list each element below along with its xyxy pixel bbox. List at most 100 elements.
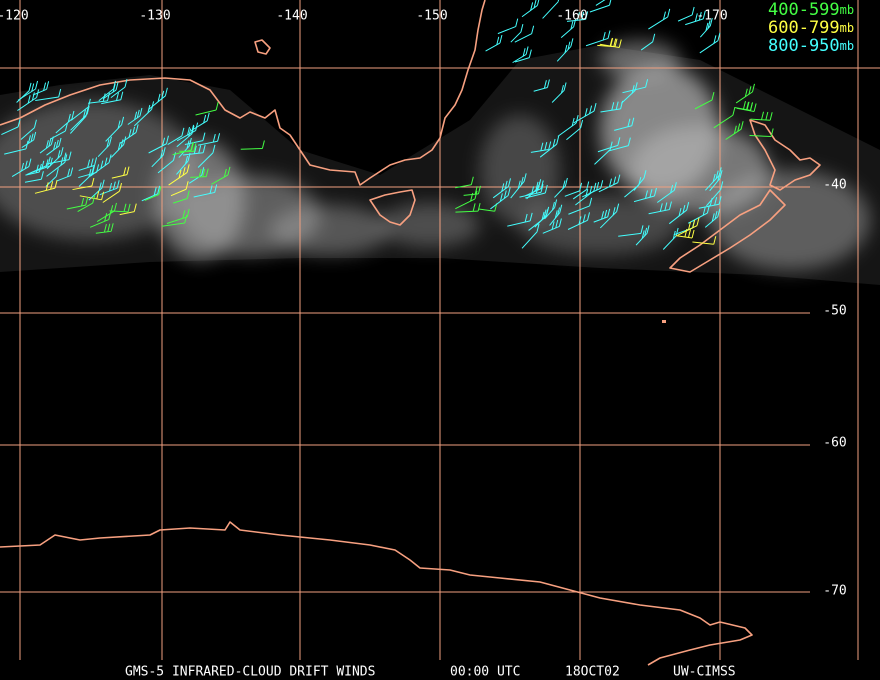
barb-feather [644, 190, 648, 199]
barb-feather [474, 190, 478, 200]
barb-shaft [566, 18, 586, 22]
barb-feather [634, 82, 638, 91]
barb-shaft [618, 232, 642, 237]
barb-shaft [141, 193, 158, 202]
barb-shaft [525, 188, 542, 197]
barb-feather [191, 124, 195, 133]
barb-feather [92, 194, 96, 204]
barb-shaft [706, 189, 722, 207]
barb-shaft [512, 54, 527, 64]
barb-feather [87, 159, 91, 168]
barb-shaft [677, 14, 693, 22]
barb-feather [21, 162, 25, 172]
barb-shaft [568, 205, 590, 215]
barb-feather [58, 88, 62, 98]
barb-feather [668, 201, 672, 210]
wind-barb [704, 208, 721, 228]
barb-feather [560, 84, 564, 94]
barb-feather [570, 38, 574, 47]
barb-shaft [70, 106, 89, 121]
wind-barb [597, 137, 621, 153]
antarctica-coast [0, 521, 753, 666]
barb-feather [508, 178, 511, 187]
wind-barb [668, 201, 690, 225]
barb-feather [570, 21, 574, 30]
wind-barb [510, 173, 527, 199]
legend-unit: mb [840, 21, 854, 35]
barb-feather [707, 20, 711, 29]
barb-feather [714, 196, 718, 206]
barb-feather [108, 154, 112, 163]
barb-feather [535, 185, 539, 194]
barb-shaft [172, 149, 192, 156]
barb-feather [564, 44, 568, 54]
barb-shaft [735, 91, 753, 104]
barb-feather [124, 79, 128, 88]
barb-feather [28, 158, 32, 167]
barb-feather [153, 187, 157, 196]
barb-shaft [573, 110, 595, 124]
wind-barb [685, 10, 706, 26]
barb-shaft [656, 189, 675, 203]
barb-feather [31, 83, 35, 92]
barb-feather [188, 137, 192, 147]
wind-barb [692, 236, 717, 245]
barb-shaft [622, 86, 646, 94]
wind-barb [101, 91, 124, 105]
barb-feather [556, 136, 560, 145]
legend-label: 400-599 [768, 0, 840, 20]
barb-feather [261, 140, 265, 149]
barb-shaft [89, 219, 109, 228]
wind-barb [184, 132, 206, 145]
barb-feather [496, 36, 500, 45]
barb-feather [185, 181, 189, 190]
barb-feather [664, 202, 668, 211]
barb-feather [201, 167, 205, 176]
barb-feather [593, 182, 597, 192]
barb-feather [567, 41, 571, 50]
barb-feather [123, 203, 127, 212]
wind-barb [549, 204, 563, 226]
barb-shaft [566, 127, 581, 141]
wind-barb [34, 179, 58, 194]
wind-barb [544, 199, 558, 220]
barb-shaft [56, 175, 71, 182]
barb-feather [584, 108, 588, 117]
barb-feather [744, 88, 748, 97]
wind-barb [172, 141, 195, 156]
barb-feather [96, 190, 100, 200]
wind-barb [551, 82, 567, 103]
barb-feather [100, 160, 104, 169]
barb-shaft [11, 166, 30, 178]
barb-shaft [168, 172, 188, 186]
barb-feather [610, 37, 614, 47]
barb-feather [217, 133, 221, 142]
barb-feather [675, 227, 679, 237]
barb-feather [28, 82, 32, 92]
barb-feather [223, 168, 227, 178]
barb-feather [119, 183, 123, 192]
barb-feather [106, 139, 110, 148]
barb-feather [49, 157, 53, 166]
barb-feather [702, 10, 706, 19]
barb-shaft [176, 133, 193, 148]
barb-shaft [581, 187, 601, 198]
wind-barb [514, 49, 532, 63]
barb-feather [609, 0, 612, 6]
barb-feather [627, 118, 631, 127]
barb-feather [551, 201, 555, 211]
barb-feather [673, 182, 677, 191]
wind-barb [566, 11, 589, 22]
barb-shaft [26, 164, 49, 176]
barb-feather [85, 196, 89, 206]
barb-feather [54, 179, 58, 189]
barb-feather [638, 176, 642, 186]
barb-feather [520, 176, 524, 186]
barb-feather [110, 223, 114, 232]
barb-feather [596, 182, 600, 191]
wind-barb [16, 82, 32, 103]
wind-barb [735, 83, 755, 104]
barb-feather [585, 188, 589, 198]
barb-feather [748, 86, 752, 95]
